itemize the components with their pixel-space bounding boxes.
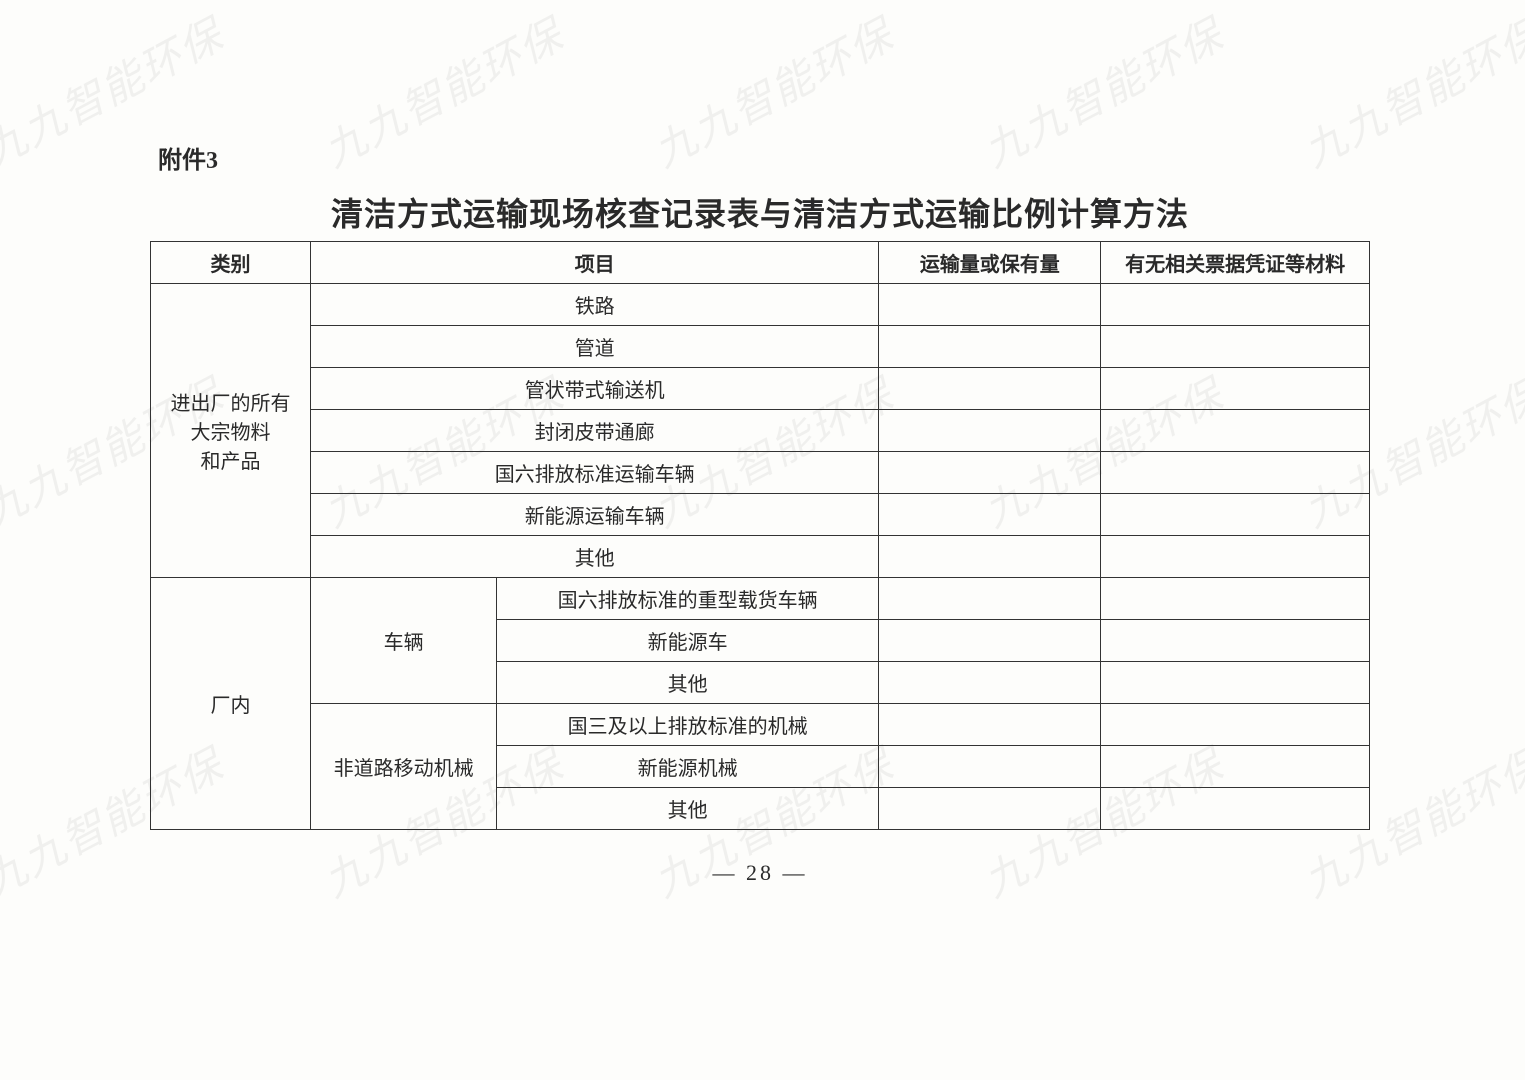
table-row: 管道: [151, 326, 1370, 368]
item-cell: 新能源机械: [497, 746, 879, 788]
proof-cell: [1101, 578, 1370, 620]
item-cell: 铁路: [311, 284, 879, 326]
page-content: 附件3 清洁方式运输现场核查记录表与清洁方式运输比例计算方法 类别 项目 运输量…: [150, 140, 1370, 830]
qty-cell: [879, 410, 1101, 452]
item-cell: 新能源运输车辆: [311, 494, 879, 536]
category-cell-factory: 厂内: [151, 578, 311, 830]
qty-cell: [879, 662, 1101, 704]
item-cell: 其他: [497, 662, 879, 704]
table-row: 其他: [151, 536, 1370, 578]
qty-cell: [879, 368, 1101, 410]
proof-cell: [1101, 788, 1370, 830]
proof-cell: [1101, 494, 1370, 536]
proof-cell: [1101, 326, 1370, 368]
qty-cell: [879, 284, 1101, 326]
proof-cell: [1101, 410, 1370, 452]
table-row: 新能源运输车辆: [151, 494, 1370, 536]
subcategory-cell-vehicle: 车辆: [311, 578, 497, 704]
th-item: 项目: [311, 242, 879, 284]
page-number-text: — 28 —: [713, 860, 808, 885]
proof-cell: [1101, 368, 1370, 410]
category-cell-materials: 进出厂的所有 大宗物料 和产品: [151, 284, 311, 578]
page-title: 清洁方式运输现场核查记录表与清洁方式运输比例计算方法: [150, 189, 1370, 235]
item-cell: 其他: [497, 788, 879, 830]
qty-cell: [879, 788, 1101, 830]
table-row: 进出厂的所有 大宗物料 和产品 铁路: [151, 284, 1370, 326]
qty-cell: [879, 494, 1101, 536]
qty-cell: [879, 704, 1101, 746]
proof-cell: [1101, 746, 1370, 788]
category-line: 进出厂的所有: [171, 393, 291, 415]
item-cell: 国六排放标准的重型载货车辆: [497, 578, 879, 620]
proof-cell: [1101, 452, 1370, 494]
item-cell: 新能源车: [497, 620, 879, 662]
subcategory-cell-nonroad: 非道路移动机械: [311, 704, 497, 830]
item-cell: 其他: [311, 536, 879, 578]
th-quantity: 运输量或保有量: [879, 242, 1101, 284]
proof-cell: [1101, 536, 1370, 578]
qty-cell: [879, 536, 1101, 578]
proof-cell: [1101, 704, 1370, 746]
proof-cell: [1101, 620, 1370, 662]
attachment-label: 附件3: [158, 140, 1370, 175]
table-row: 管状带式输送机: [151, 368, 1370, 410]
table-row: 厂内 车辆 国六排放标准的重型载货车辆: [151, 578, 1370, 620]
category-line: 大宗物料: [191, 422, 271, 444]
proof-cell: [1101, 662, 1370, 704]
proof-cell: [1101, 284, 1370, 326]
item-cell: 国三及以上排放标准的机械: [497, 704, 879, 746]
inspection-table: 类别 项目 运输量或保有量 有无相关票据凭证等材料 进出厂的所有 大宗物料 和产…: [150, 241, 1370, 830]
table-row: 封闭皮带通廊: [151, 410, 1370, 452]
item-cell: 国六排放标准运输车辆: [311, 452, 879, 494]
qty-cell: [879, 452, 1101, 494]
item-cell: 封闭皮带通廊: [311, 410, 879, 452]
qty-cell: [879, 578, 1101, 620]
table-row: 国六排放标准运输车辆: [151, 452, 1370, 494]
category-line: 和产品: [201, 451, 261, 473]
page-number: — 28 —: [150, 860, 1370, 886]
th-category: 类别: [151, 242, 311, 284]
table-row: 非道路移动机械 国三及以上排放标准的机械: [151, 704, 1370, 746]
qty-cell: [879, 746, 1101, 788]
item-cell: 管道: [311, 326, 879, 368]
table-header-row: 类别 项目 运输量或保有量 有无相关票据凭证等材料: [151, 242, 1370, 284]
item-cell: 管状带式输送机: [311, 368, 879, 410]
qty-cell: [879, 326, 1101, 368]
th-proof: 有无相关票据凭证等材料: [1101, 242, 1370, 284]
qty-cell: [879, 620, 1101, 662]
